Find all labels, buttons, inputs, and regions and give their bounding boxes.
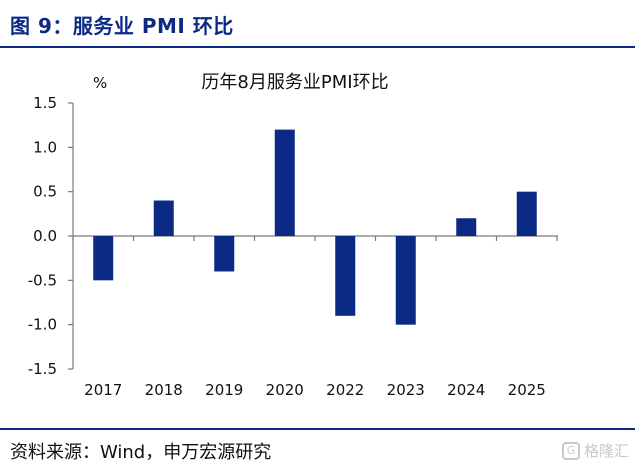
y-tick-label: 0.5: [33, 183, 57, 201]
axes: [68, 102, 558, 370]
title-divider: [0, 46, 635, 48]
y-tick-label: -1.0: [28, 316, 57, 334]
x-tick-label: 2025: [508, 381, 546, 399]
bar-2025: [516, 191, 537, 236]
bar-2017: [93, 236, 114, 281]
bar-2019: [214, 236, 235, 272]
y-tick-label: 1.5: [33, 94, 57, 112]
watermark-text: 格隆汇: [583, 442, 629, 460]
y-axis-labels: 1.5 1.0 0.5 0.0 -0.5 -1.0 -1.5: [28, 94, 57, 378]
watermark-logo-icon: G: [561, 441, 580, 460]
y-tick-label: 1.0: [33, 138, 57, 156]
x-tick-label: 2019: [205, 381, 243, 399]
figure-title: 图 9：服务业 PMI 环比: [10, 14, 234, 38]
y-tick-label: -1.5: [28, 360, 57, 378]
x-tick-label: 2017: [84, 381, 122, 399]
bar-2020: [274, 129, 295, 236]
x-tick-label: 2022: [326, 381, 364, 399]
bar-2018: [153, 200, 174, 236]
x-tick-label: 2018: [145, 381, 183, 399]
x-axis-labels: 2017 2018 2019 2020 2022 2023 2024 2025: [84, 381, 546, 399]
bar-2022: [335, 236, 356, 316]
watermark: G 格隆汇: [561, 440, 629, 461]
y-tick-label: 0.0: [33, 227, 57, 245]
bar-2024: [456, 218, 477, 236]
y-tick-label: -0.5: [28, 271, 57, 289]
bars: [93, 129, 537, 325]
x-tick-label: 2020: [266, 381, 304, 399]
bar-chart: % 历年8月服务业PMI环比 2017 2018 2019 2020 2022 2023 2…: [28, 72, 558, 399]
chart-title: 历年8月服务业PMI环比: [201, 72, 388, 93]
x-tick-label: 2023: [387, 381, 425, 399]
bar-2023: [395, 236, 416, 325]
x-tick-label: 2024: [447, 381, 485, 399]
source-divider: [0, 428, 635, 430]
y-axis-unit: %: [93, 74, 107, 92]
source-note: 资料来源：Wind，申万宏源研究: [10, 442, 272, 463]
